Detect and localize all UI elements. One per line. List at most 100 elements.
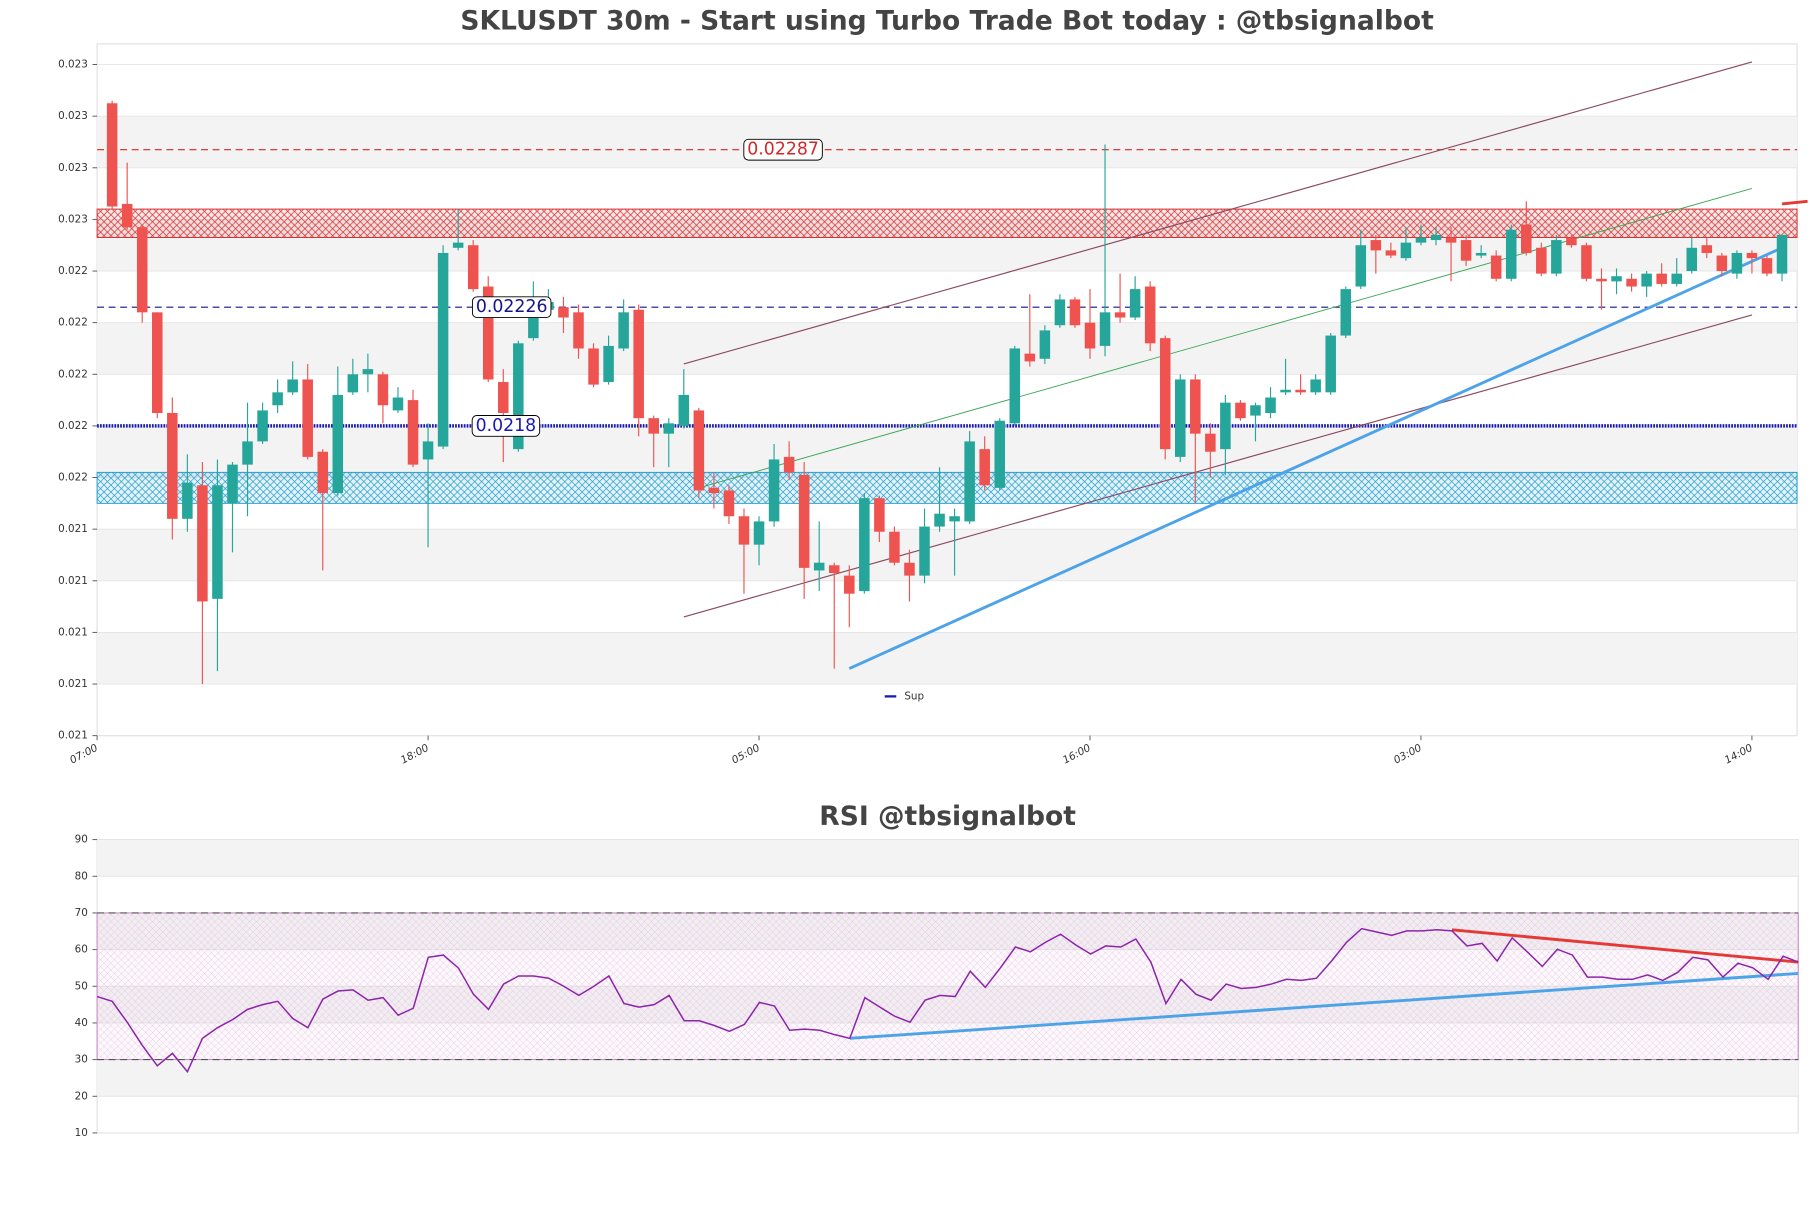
y-tick-label: 20 <box>75 1090 88 1102</box>
trend-line <box>683 61 1753 365</box>
candle-body <box>1611 276 1622 282</box>
y-tick-label: 0.022 <box>58 420 88 432</box>
candle-body <box>994 420 1005 488</box>
y-tick-label: 0.022 <box>58 472 88 484</box>
y-tick-label: 30 <box>75 1054 88 1066</box>
y-tick-label: 0.021 <box>58 575 88 587</box>
candle-body <box>1220 402 1231 450</box>
candle-body <box>648 418 659 434</box>
candle-body <box>964 441 975 522</box>
rsi-line <box>96 927 1799 1074</box>
candle-body <box>332 394 344 494</box>
candle-body <box>1054 299 1066 326</box>
candle-body <box>407 400 419 465</box>
candle-body <box>1776 234 1788 274</box>
candle-body <box>573 312 584 349</box>
candle-body <box>588 348 599 385</box>
candle-body <box>151 312 163 414</box>
candle-body <box>1144 286 1156 344</box>
candle-body <box>182 482 193 519</box>
candle-body <box>1415 237 1427 243</box>
candle-body <box>437 252 449 447</box>
candle-body <box>1671 273 1682 284</box>
trend-line <box>848 246 1783 670</box>
candle-body <box>422 441 434 460</box>
candle-body <box>106 103 118 207</box>
candle-body <box>482 286 494 380</box>
candle-body <box>1159 338 1171 450</box>
candle-body <box>392 397 404 411</box>
candle-body <box>663 423 675 434</box>
grid-band <box>97 322 1798 375</box>
level-label: 0.02226 <box>476 297 548 317</box>
candle-body <box>859 498 870 592</box>
zone <box>96 208 1798 238</box>
candle-body <box>874 498 885 532</box>
y-tick-label: 0.022 <box>58 265 88 277</box>
chart-title: RSI @tbsignalbot <box>819 801 1076 832</box>
y-tick-label: 0.021 <box>58 730 88 742</box>
candle-body <box>528 312 539 339</box>
y-tick-label: 0.021 <box>58 523 88 535</box>
y-tick-label: 10 <box>75 1127 88 1139</box>
level-label: 0.0218 <box>476 416 537 436</box>
candle-body <box>768 459 780 522</box>
panel: RSI @tbsignalbot 10 20 30 40 50 60 70 80 90 <box>75 801 1799 1139</box>
x-tick-label: 14:00 <box>1723 742 1755 767</box>
candle-body <box>513 343 524 450</box>
candle-body <box>1325 335 1336 393</box>
candle-body <box>708 487 720 494</box>
candle-body <box>1566 237 1577 246</box>
candle-body <box>121 203 133 228</box>
candle-body <box>919 526 930 576</box>
candle-body <box>949 516 960 522</box>
candle-body <box>979 449 990 486</box>
y-tick-label: 80 <box>75 870 88 882</box>
candle-body <box>1731 252 1743 274</box>
candle-body <box>1701 245 1713 253</box>
level-label: 0.02287 <box>747 140 819 160</box>
candle-body <box>1340 289 1352 336</box>
x-tick-label: 07:00 <box>68 742 100 767</box>
candle-body <box>1475 252 1487 256</box>
y-tick-label: 90 <box>75 834 88 846</box>
candle-body <box>1656 273 1667 284</box>
grid-band <box>97 425 1798 478</box>
candle-body <box>844 575 855 594</box>
y-tick-label: 60 <box>75 944 88 956</box>
y-tick-label: 0.021 <box>58 626 88 638</box>
candle-body <box>302 379 313 457</box>
candle-body <box>828 565 840 574</box>
grid-band <box>97 116 1798 168</box>
legend-label: Sup <box>904 690 924 702</box>
y-tick-label: 0.023 <box>58 59 88 71</box>
y-tick-label: 50 <box>75 980 88 992</box>
candle-body <box>1686 247 1698 272</box>
level-label-box <box>471 415 541 437</box>
panel: SKLUSDT 30m - Start using Turbo Trade Bo… <box>58 5 1808 767</box>
y-tick-label: 0.023 <box>58 110 88 122</box>
x-tick-label: 03:00 <box>1392 742 1424 767</box>
candle-body <box>798 474 810 568</box>
x-tick-label: 16:00 <box>1061 742 1093 767</box>
candle-body <box>1295 389 1306 393</box>
candle-body <box>1536 247 1547 274</box>
candle-body <box>167 413 178 519</box>
trend-line <box>1781 199 1808 206</box>
candle-body <box>1596 278 1607 282</box>
candle-body <box>1460 240 1472 261</box>
candle-body <box>1400 242 1412 259</box>
candle-body <box>1761 258 1773 274</box>
y-tick-label: 0.023 <box>58 162 88 174</box>
candle-body <box>1024 353 1036 362</box>
candle-body <box>934 513 945 527</box>
candle-body <box>1355 245 1367 287</box>
candle-body <box>1039 330 1051 359</box>
candle-body <box>1626 278 1637 287</box>
candle-body <box>603 345 614 383</box>
candle-body <box>1069 299 1081 326</box>
zone <box>96 471 1798 504</box>
y-tick-label: 40 <box>75 1017 88 1029</box>
candle-body <box>1430 234 1442 241</box>
candle-body <box>1265 397 1276 414</box>
